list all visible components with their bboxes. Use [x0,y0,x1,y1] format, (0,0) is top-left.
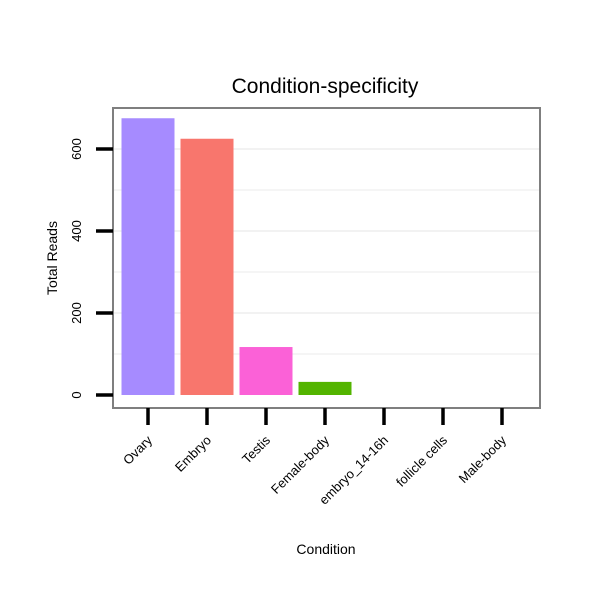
x-tick-label: Ovary [120,432,155,467]
y-axis-label: Total Reads [44,221,60,295]
bar-female-body [298,381,352,395]
y-tick-label: 400 [69,220,84,242]
y-axis: 0 200 400 600 [69,138,113,399]
x-tick-label: Male-body [456,432,510,486]
y-tick-label: 200 [69,302,84,324]
bar-embryo [180,138,234,395]
y-tick-label: 0 [69,391,84,398]
bar-ovary [121,118,175,395]
x-tick-label: follicle cells [393,432,450,489]
plot-panel [112,107,541,409]
x-axis: Ovary Embryo TestisFemale-bodyembryo_14-16… [120,408,509,508]
bar-testis [239,347,293,395]
bars [121,118,352,395]
chart-title: Condition-specificity [232,75,419,98]
y-tick-label: 600 [69,138,84,160]
x-tick-label: Female-body [268,432,333,497]
x-tick-label: Testis [239,432,273,466]
x-tick-label: Embryo [172,433,214,475]
x-axis-label: Condition [296,541,355,557]
